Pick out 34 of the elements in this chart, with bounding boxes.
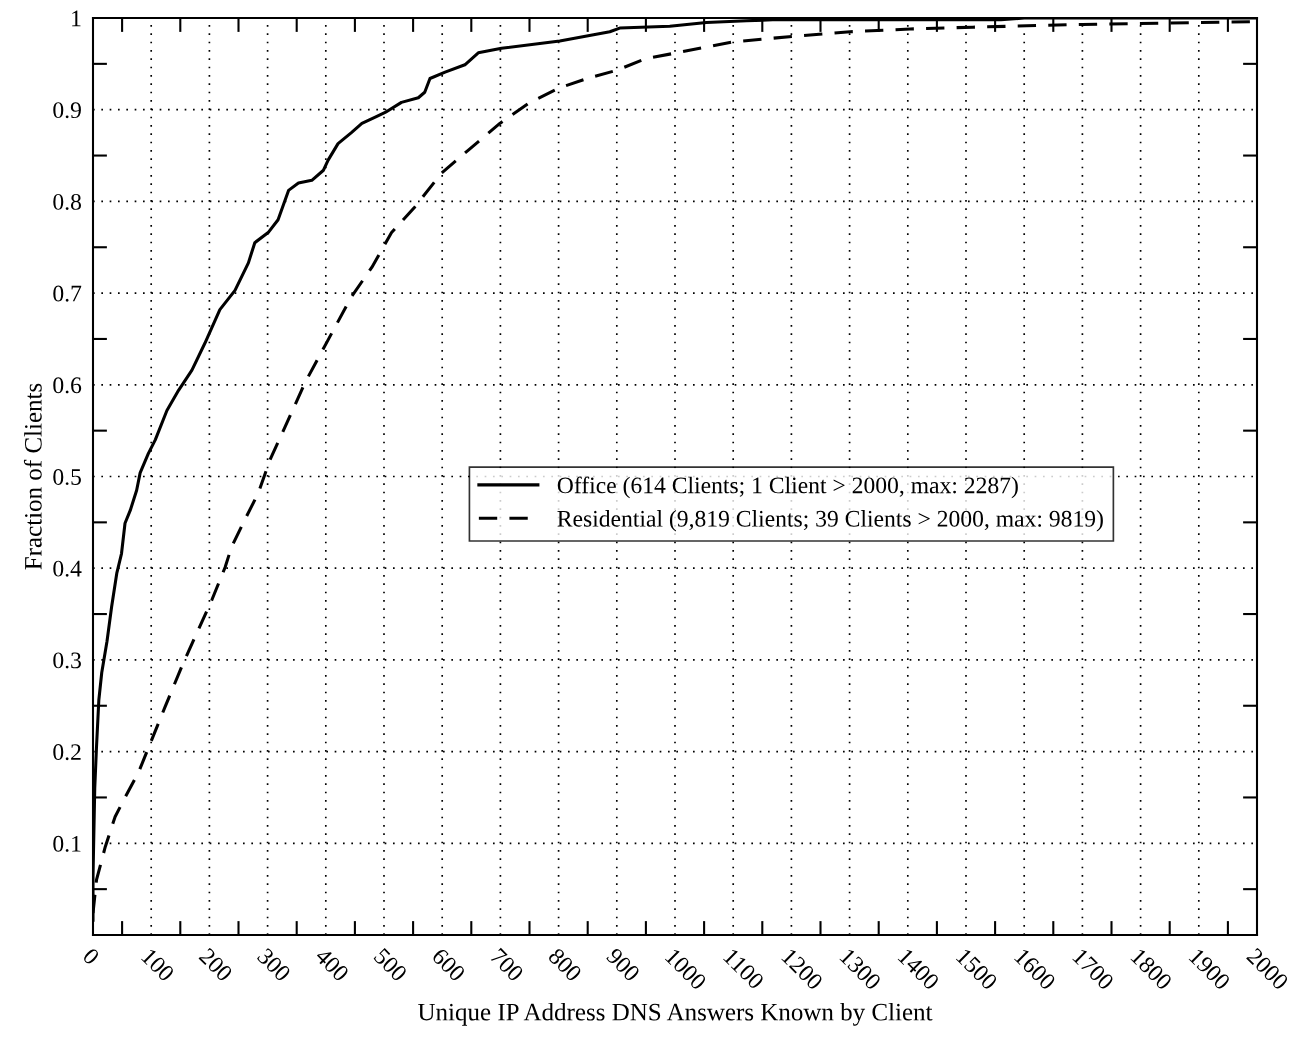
legend-label: Office (614 Clients; 1 Client > 2000, max: 2287) <box>557 476 1018 499</box>
x-tick-label: 0 <box>81 947 101 966</box>
x-tick-label: 200 <box>198 947 234 983</box>
x-tick-label: 1000 <box>664 948 708 991</box>
x-tick-label: 400 <box>314 946 350 983</box>
y-axis-title: Fraction of Clients <box>23 383 42 570</box>
y-tick-label: 0.5 <box>53 468 81 486</box>
x-tick-label: 1200 <box>781 948 824 991</box>
legend-label: Residential (9,819 Clients; 39 Clients > 2000, max: 9819) <box>557 510 1103 532</box>
x-tick-label: 1900 <box>1188 948 1232 991</box>
x-tick-label: 1800 <box>1130 948 1173 991</box>
x-tick-label: 1500 <box>955 948 999 991</box>
y-tick-label: 0.1 <box>53 835 81 852</box>
x-axis-title: Unique IP Address DNS Answers Known by Client <box>418 1002 933 1026</box>
y-tick-label: 1 <box>72 10 81 27</box>
x-tick-label: 600 <box>431 947 467 983</box>
x-tick-label: 300 <box>256 947 292 983</box>
y-tick-label: 0.2 <box>53 744 81 761</box>
x-tick-label: 500 <box>373 947 408 983</box>
y-tick-label: 0.6 <box>53 377 82 394</box>
x-tick-label: 1700 <box>1072 948 1115 991</box>
x-tick-label: 100 <box>140 948 176 983</box>
x-tick-label: 1100 <box>722 948 765 990</box>
x-tick-label: 800 <box>547 947 583 983</box>
x-tick-label: 1600 <box>1013 948 1057 991</box>
y-tick-label: 0.4 <box>53 560 82 577</box>
y-tick-label: 0.8 <box>53 193 81 210</box>
x-tick-label: 1400 <box>897 948 941 991</box>
y-tick-label: 0.3 <box>53 652 81 669</box>
x-tick-label: 700 <box>489 947 525 983</box>
y-tick-label: 0.9 <box>53 102 81 119</box>
x-tick-label: 900 <box>605 947 641 983</box>
y-tick-label: 0.7 <box>53 285 82 302</box>
x-tick-label: 1300 <box>839 948 882 991</box>
